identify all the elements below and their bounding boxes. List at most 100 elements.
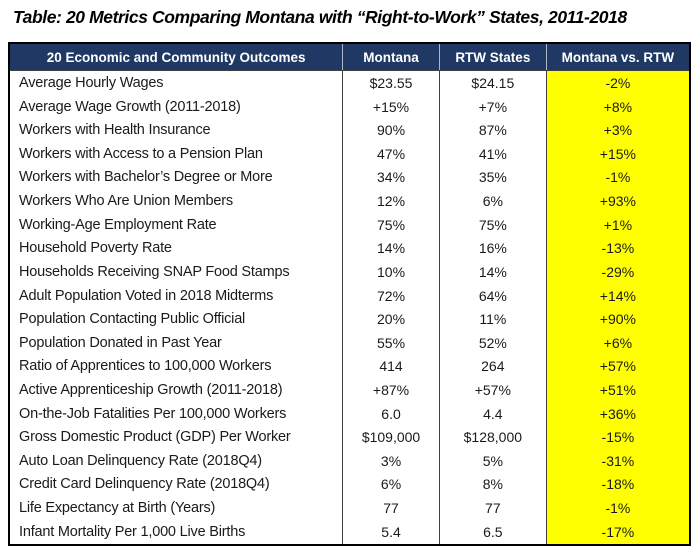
metric-cell: On-the-Job Fatalities Per 100,000 Worker…	[19, 405, 287, 422]
table-row: Average Wage Growth (2011-2018) +15% +7% +8…	[9, 94, 690, 119]
table-title: Table: 20 Metrics Comparing Montana with…	[13, 7, 627, 27]
montana-cell: 5.4	[342, 519, 440, 545]
montana-cell: 55%	[342, 330, 440, 355]
table-row: Life Expectancy at Birth (Years) 77 77 -1%	[9, 496, 690, 520]
metric-cell: Infant Mortality Per 1,000 Live Births	[19, 523, 246, 540]
rtw-cell: 11%	[438, 307, 547, 331]
table-row: Population Donated in Past Year 55% 52% +6%	[9, 330, 690, 355]
metrics-table: 20 Economic and Community Outcomes Monta…	[8, 42, 691, 546]
metric-cell: Life Expectancy at Birth (Years)	[19, 500, 216, 516]
montana-cell: 414	[342, 354, 440, 379]
montana-cell: 10%	[342, 260, 440, 284]
montana-cell: +15%	[342, 94, 440, 119]
diff-cell: +93%	[545, 189, 690, 213]
rtw-cell: 77	[438, 496, 547, 520]
rtw-cell: 87%	[438, 118, 547, 143]
montana-cell: $23.55	[342, 70, 440, 95]
metric-cell: Auto Loan Delinquency Rate (2018Q4)	[19, 452, 262, 469]
table-row: Workers with Bachelor’s Degree or More 34…	[9, 165, 690, 190]
rtw-cell: 8%	[438, 472, 547, 497]
metric-cell: Household Poverty Rate	[19, 240, 172, 257]
metric-cell: Population Contacting Public Official	[19, 311, 246, 328]
table-row: On-the-Job Fatalities Per 100,000 Worker…	[9, 401, 690, 426]
metric-cell: Workers with Access to a Pension Plan	[19, 145, 263, 162]
montana-cell: 47%	[342, 142, 440, 166]
table-row: Active Apprenticeship Growth (2011-2018)…	[9, 378, 690, 402]
diff-cell: +14%	[545, 283, 690, 308]
diff-cell: -1%	[545, 496, 690, 520]
rtw-cell: 52%	[438, 330, 547, 355]
table-row: Auto Loan Delinquency Rate (2018Q4) 3% 5% -…	[9, 448, 690, 473]
diff-cell: +57%	[545, 354, 690, 379]
table-row: Infant Mortality Per 1,000 Live Births 5.…	[9, 519, 690, 545]
metric-cell: Households Receiving SNAP Food Stamps	[19, 263, 290, 280]
rtw-cell: 16%	[438, 236, 547, 261]
diff-cell: -18%	[545, 472, 690, 497]
montana-cell: $109,000	[342, 425, 440, 449]
metric-cell: Workers Who Are Union Members	[19, 193, 233, 210]
table-header: 20 Economic and Community Outcomes Monta…	[9, 43, 690, 71]
metric-cell: Credit Card Delinquency Rate (2018Q4)	[19, 476, 270, 493]
montana-cell: 20%	[342, 307, 440, 331]
diff-cell: +15%	[545, 142, 690, 166]
metric-cell: Ratio of Apprentices to 100,000 Workers	[19, 358, 272, 375]
table-row: Households Receiving SNAP Food Stamps 10%…	[9, 260, 690, 284]
montana-cell: 6%	[342, 472, 440, 497]
montana-cell: +87%	[342, 378, 440, 402]
table-row: Gross Domestic Product (GDP) Per Worker $…	[9, 425, 690, 449]
metric-cell: Average Wage Growth (2011-2018)	[19, 98, 241, 115]
diff-cell: -15%	[545, 425, 690, 449]
rtw-cell: +7%	[438, 94, 547, 119]
montana-cell: 6.0	[342, 401, 440, 426]
diff-cell: +90%	[545, 307, 690, 331]
montana-cell: 3%	[342, 448, 440, 473]
table-row: Credit Card Delinquency Rate (2018Q4) 6% 8…	[9, 472, 690, 497]
table-row: Ratio of Apprentices to 100,000 Workers 4…	[9, 354, 690, 379]
rtw-cell: 35%	[438, 165, 547, 190]
metric-cell: Adult Population Voted in 2018 Midterms	[19, 287, 274, 304]
metric-cell: Workers with Health Insurance	[19, 122, 211, 139]
diff-cell: -13%	[545, 236, 690, 261]
montana-cell: 34%	[342, 165, 440, 190]
table-row: Working-Age Employment Rate 75% 75% +1%	[9, 212, 690, 237]
header-outcomes: 20 Economic and Community Outcomes	[9, 43, 343, 71]
table-body: Average Hourly Wages $23.55 $24.15 -2% Avera…	[9, 70, 690, 545]
table-row: Workers with Health Insurance 90% 87% +3%	[9, 118, 690, 143]
metric-cell: Active Apprenticeship Growth (2011-2018)	[19, 381, 283, 398]
montana-cell: 77	[342, 496, 440, 520]
metric-cell: Gross Domestic Product (GDP) Per Worker	[19, 429, 291, 446]
rtw-cell: $128,000	[438, 425, 547, 449]
table-row: Household Poverty Rate 14% 16% -13%	[9, 236, 690, 261]
montana-cell: 75%	[342, 212, 440, 237]
diff-cell: +51%	[545, 378, 690, 402]
table-row: Population Contacting Public Official 20%…	[9, 307, 690, 331]
header-row: 20 Economic and Community Outcomes Monta…	[9, 43, 690, 71]
rtw-cell: 264	[438, 354, 547, 379]
rtw-cell: $24.15	[438, 70, 547, 95]
rtw-cell: 75%	[438, 212, 547, 237]
rtw-cell: 5%	[438, 448, 547, 473]
montana-cell: 14%	[342, 236, 440, 261]
metric-cell: Working-Age Employment Rate	[19, 216, 217, 233]
diff-cell: -1%	[545, 165, 690, 190]
diff-cell: +3%	[545, 118, 690, 143]
rtw-cell: +57%	[438, 378, 547, 402]
table-row: Workers Who Are Union Members 12% 6% +93%	[9, 189, 690, 213]
rtw-cell: 14%	[438, 260, 547, 284]
table-row: Average Hourly Wages $23.55 $24.15 -2%	[9, 70, 690, 95]
diff-cell: +36%	[545, 401, 690, 426]
diff-cell: -2%	[545, 70, 690, 95]
header-montana: Montana	[342, 43, 440, 71]
diff-cell: -31%	[545, 448, 690, 473]
montana-cell: 12%	[342, 189, 440, 213]
header-montana-vs-rtw: Montana vs. RTW	[545, 43, 690, 71]
rtw-cell: 64%	[438, 283, 547, 308]
rtw-cell: 4.4	[438, 401, 547, 426]
diff-cell: -29%	[545, 260, 690, 284]
table-row: Adult Population Voted in 2018 Midterms 7…	[9, 283, 690, 308]
rtw-cell: 6.5	[438, 519, 547, 545]
header-rtw-states: RTW States	[438, 43, 547, 71]
rtw-cell: 6%	[438, 189, 547, 213]
table-row: Workers with Access to a Pension Plan 47%…	[9, 142, 690, 166]
